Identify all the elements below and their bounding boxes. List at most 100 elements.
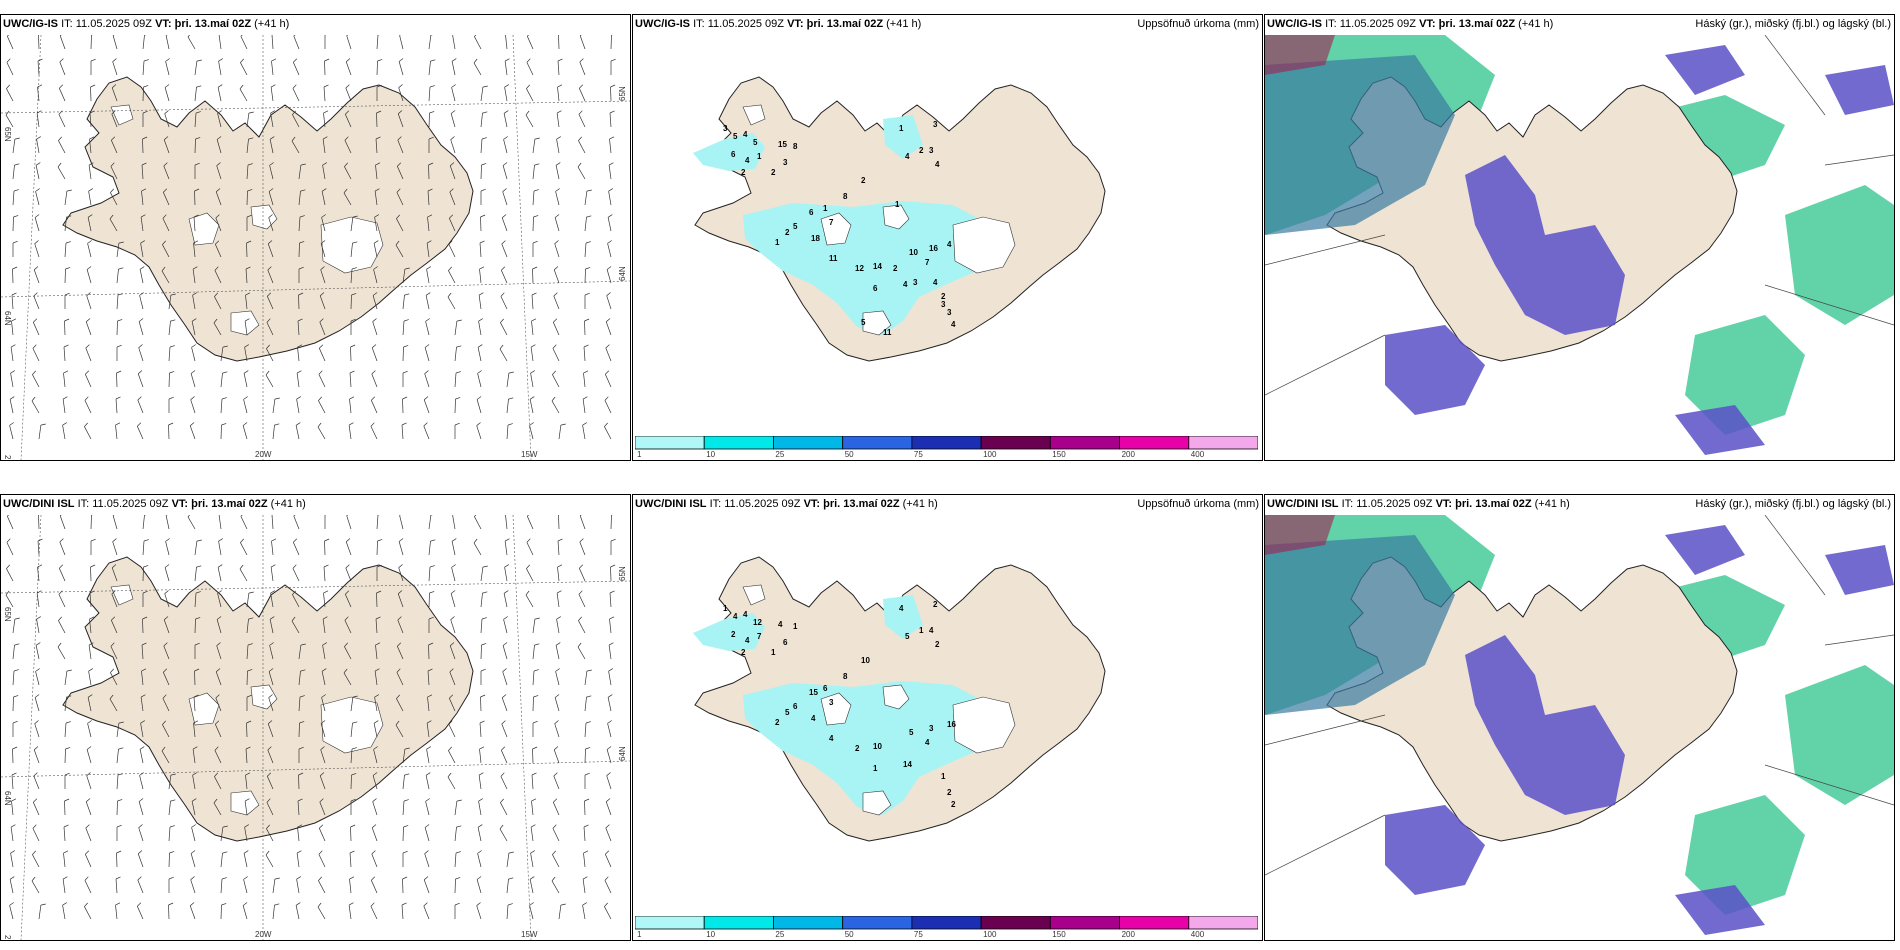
precip-value-label: 2 [785, 228, 790, 237]
colorbar-tick: 200 [1122, 450, 1136, 458]
panel-title: Háský (gr.), miðský (fj.bl.) og lágský (… [1695, 498, 1891, 510]
precip-value-label: 3 [723, 124, 728, 133]
precip-value-label: 4 [933, 278, 938, 287]
precip-value-label: 14 [873, 262, 882, 271]
precip-value-label: 8 [843, 672, 848, 681]
precip-value-label: 11 [883, 328, 892, 337]
precip-value-label: 3 [933, 120, 938, 129]
cloud-map [1265, 515, 1894, 940]
colorbar-tick: 50 [845, 450, 854, 458]
precip-value-label: 1 [757, 152, 762, 161]
precip-value-label: 18 [811, 234, 820, 243]
precip-value-label: 6 [873, 284, 878, 293]
cloud-panel-row2: UWC/DINI ISL IT: 11.05.2025 09Z VT: þri.… [1264, 494, 1895, 941]
panel-header: UWC/IG-IS IT: 11.05.2025 09Z VT: þri. 13… [635, 18, 922, 30]
precip-value-label: 1 [895, 200, 900, 209]
precip-value-label: 6 [809, 208, 814, 217]
wind-panel-row1: UWC/IG-IS IT: 11.05.2025 09Z VT: þri. 13… [0, 14, 631, 461]
precip-value-label: 2 [941, 292, 946, 301]
precip-value-label: 6 [783, 638, 788, 647]
colorbar-swatch [911, 436, 982, 450]
lat-bottom-left: 64N [3, 791, 12, 806]
colorbar-swatch [1188, 916, 1258, 930]
colorbar-swatch [772, 436, 843, 450]
colorbar-swatch [1119, 436, 1190, 450]
precip-value-label: 10 [909, 248, 918, 257]
precip-value-label: 12 [855, 264, 864, 273]
precip-value-label: 3 [941, 300, 946, 309]
precip-value-label: 8 [793, 142, 798, 151]
precip-value-label: 5 [785, 708, 790, 717]
colorbar-swatch [703, 436, 774, 450]
precip-value-label: 4 [743, 610, 748, 619]
colorbar: 1 10 25 50 75 100 150 200 400 [635, 916, 1258, 938]
precip-value-label: 10 [873, 742, 882, 751]
precip-panel-row2: UWC/DINI ISL IT: 11.05.2025 09Z VT: þri.… [632, 494, 1263, 941]
precip-value-label: 2 [919, 146, 924, 155]
panel-title: Uppsöfnuð úrkoma (mm) [1137, 18, 1259, 30]
precip-value-label: 3 [783, 158, 788, 167]
colorbar-swatch [1049, 916, 1120, 930]
precip-value-label: 1 [793, 622, 798, 631]
lon-mid: 20W [255, 930, 272, 939]
lat-top-right: 65N [618, 566, 627, 581]
precip-value-label: 5 [905, 632, 910, 641]
precip-value-label: 2 [741, 168, 746, 177]
colorbar-swatch [1119, 916, 1190, 930]
colorbar-tick: 25 [775, 930, 784, 938]
precip-value-label: 4 [811, 714, 816, 723]
colorbar-tick: 1 [637, 450, 642, 458]
precip-value-label: 15 [778, 140, 787, 149]
wind-panel-row2: UWC/DINI ISL IT: 11.05.2025 09Z VT: þri.… [0, 494, 631, 941]
precip-value-label: 5 [733, 132, 738, 141]
lat-top-left: 65N [3, 127, 12, 142]
precip-value-label: 1 [823, 204, 828, 213]
precip-value-label: 1 [771, 648, 776, 657]
precip-value-label: 5 [753, 138, 758, 147]
precip-value-label: 11 [829, 254, 838, 263]
precip-value-label: 14 [903, 760, 912, 769]
colorbar-swatch [1049, 436, 1120, 450]
cloud-panel-row1: UWC/IG-IS IT: 11.05.2025 09Z VT: þri. 13… [1264, 14, 1895, 461]
precip-value-label: 6 [793, 702, 798, 711]
panel-header: UWC/DINI ISL IT: 11.05.2025 09Z VT: þri.… [3, 498, 306, 510]
precip-value-label: 5 [793, 222, 798, 231]
precip-value-label: 12 [753, 618, 762, 627]
lat-top-left: 65N [3, 607, 12, 622]
precip-value-label: 4 [903, 280, 908, 289]
precip-value-label: 1 [723, 604, 728, 613]
precip-value-label: 4 [829, 734, 834, 743]
colorbar-tick: 150 [1052, 930, 1066, 938]
precip-value-label: 2 [893, 264, 898, 273]
colorbar-tick: 1 [637, 930, 642, 938]
colorbar-tick: 150 [1052, 450, 1066, 458]
precip-value-label: 1 [919, 626, 924, 635]
colorbar-tick: 10 [706, 450, 715, 458]
colorbar-tick: 75 [914, 450, 923, 458]
panel-title: Uppsöfnuð úrkoma (mm) [1137, 498, 1259, 510]
precip-value-label: 3 [913, 278, 918, 287]
precip-value-label: 4 [935, 160, 940, 169]
precip-value-label: 1 [899, 124, 904, 133]
precip-value-label: 6 [823, 684, 828, 693]
precip-value-label: 2 [933, 600, 938, 609]
colorbar-tick: 100 [983, 450, 997, 458]
precip-value-label: 4 [947, 240, 952, 249]
lon-left: 25W [3, 455, 12, 460]
precip-value-label: 2 [935, 640, 940, 649]
precip-value-label: 7 [829, 218, 834, 227]
precip-value-label: 16 [947, 720, 956, 729]
colorbar-tick: 25 [775, 450, 784, 458]
precip-value-label: 4 [951, 320, 956, 329]
precip-value-label: 4 [733, 612, 738, 621]
precip-value-label: 2 [731, 630, 736, 639]
precip-value-label: 6 [731, 150, 736, 159]
precip-value-label: 4 [778, 620, 783, 629]
precip-value-label: 4 [899, 604, 904, 613]
precip-value-label: 3 [829, 698, 834, 707]
precip-value-label: 5 [861, 318, 866, 327]
colorbar-tick: 100 [983, 930, 997, 938]
precip-value-label: 4 [929, 626, 934, 635]
